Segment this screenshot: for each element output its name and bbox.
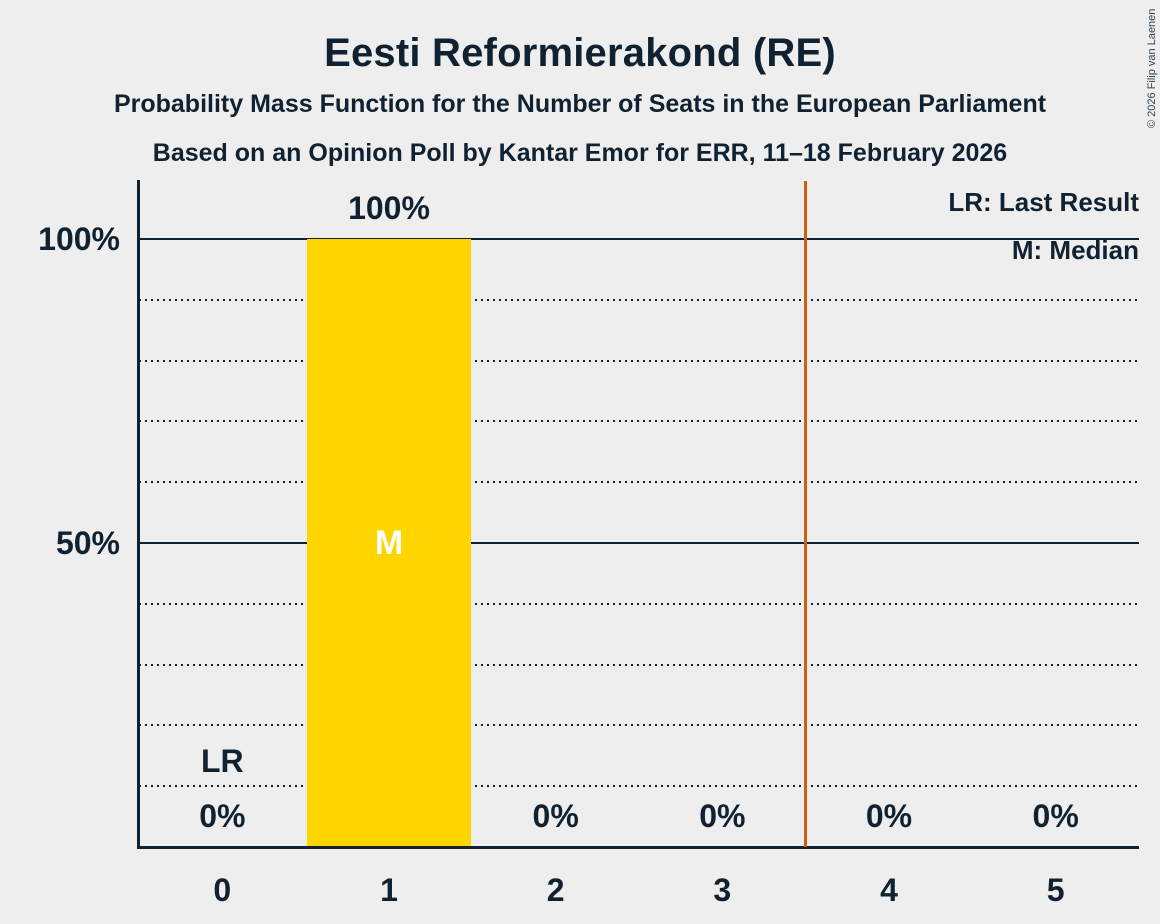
x-axis-tick-1: 1 (380, 872, 398, 908)
x-axis-tick-2: 2 (546, 872, 565, 908)
gridline-dotted-30 (139, 663, 1139, 666)
value-label-seat-1: 100% (348, 190, 430, 226)
chart-subtitle: Probability Mass Function for the Number… (113, 90, 1047, 118)
x-axis-tick-5: 5 (1046, 872, 1065, 908)
gridline-dotted-80 (139, 359, 1139, 362)
legend-median: M: Median (1011, 235, 1139, 265)
gridline-solid-100 (139, 238, 1139, 240)
y-axis-tick-100: 100% (38, 221, 120, 257)
y-axis-line (137, 180, 140, 847)
value-label-seat-2: 0% (532, 798, 579, 834)
y-axis-tick-50: 50% (55, 525, 120, 561)
chart-title: Eesti Reformierakond (RE) (324, 31, 836, 75)
threshold-line (804, 181, 808, 847)
legend-last-result: LR: Last Result (948, 187, 1139, 217)
last-result-marker: LR (201, 743, 244, 779)
value-label-seat-0: 0% (199, 798, 246, 834)
x-axis-tick-0: 0 (213, 872, 232, 908)
gridline-dotted-90 (139, 298, 1139, 301)
x-axis-tick-4: 4 (880, 872, 898, 908)
probability-bar-seat-1 (307, 239, 471, 846)
gridline-dotted-10 (139, 785, 1139, 788)
gridline-dotted-20 (139, 724, 1139, 727)
chart-poll-info: Based on an Opinion Poll by Kantar Emor … (152, 139, 1008, 167)
value-label-seat-3: 0% (699, 798, 746, 834)
value-label-seat-5: 0% (1032, 798, 1079, 834)
gridline-solid-50 (139, 542, 1139, 544)
x-axis-line (137, 846, 1139, 849)
gridline-dotted-60 (139, 481, 1139, 484)
median-marker: M (374, 524, 404, 562)
gridline-dotted-40 (139, 602, 1139, 605)
plot-area: LR: Last Result M: Median 0% 0 M 100% 1 0% 2 0%… (137, 180, 1139, 907)
x-axis-tick-3: 3 (713, 872, 732, 908)
copyright-notice: © 2026 Filip van Laenen (1146, 8, 1158, 128)
value-label-seat-4: 0% (865, 798, 913, 834)
gridline-dotted-70 (139, 420, 1139, 423)
